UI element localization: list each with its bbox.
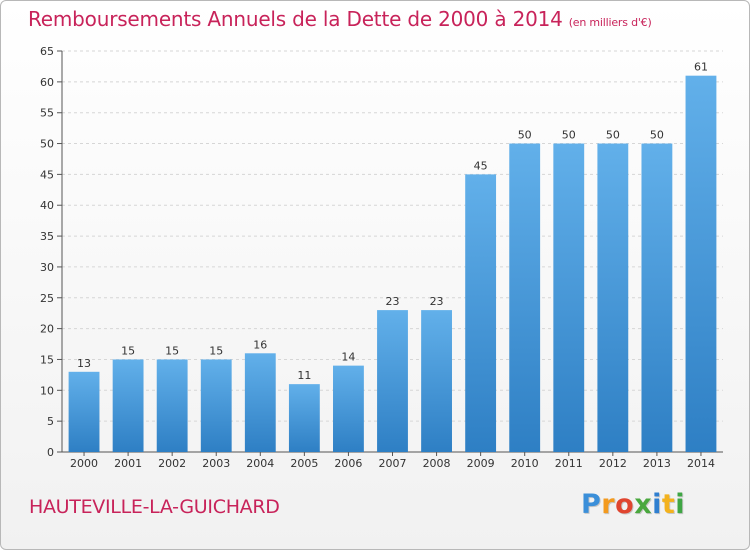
y-tick-label: 0	[47, 446, 54, 459]
logo-letter: i	[652, 489, 662, 520]
y-tick-label: 55	[40, 107, 54, 120]
bar-2002	[156, 359, 188, 452]
x-tick-label: 2003	[202, 457, 230, 470]
y-tick-label: 35	[40, 230, 54, 243]
bar-2010	[509, 143, 541, 453]
data-label: 23	[430, 295, 444, 308]
data-label: 23	[386, 295, 400, 308]
y-tick-label: 10	[40, 384, 54, 397]
bars	[68, 75, 717, 453]
data-label: 11	[297, 369, 311, 382]
bar-2006	[333, 365, 364, 452]
x-tick-label: 2001	[114, 457, 142, 470]
y-tick-label: 20	[40, 323, 54, 336]
data-label: 50	[606, 129, 620, 142]
data-label: 16	[253, 338, 267, 351]
y-tick-label: 50	[40, 138, 54, 151]
bar-2005	[288, 384, 320, 452]
chart-title: Remboursements Annuels de la Dette de 20…	[28, 7, 652, 31]
x-tick-label: 2013	[643, 457, 671, 470]
y-tick-label: 40	[40, 199, 54, 212]
commune-name: HAUTEVILLE-LA-GUICHARD	[29, 496, 280, 518]
x-tick-label: 2014	[687, 457, 715, 470]
x-tick-label: 2005	[290, 457, 318, 470]
x-tick-label: 2006	[334, 457, 362, 470]
bar-2003	[200, 359, 232, 452]
y-tick-label: 5	[47, 415, 54, 428]
x-tick-label: 2012	[599, 457, 627, 470]
x-tick-label: 2004	[246, 457, 274, 470]
logo-letter: o	[615, 489, 635, 520]
chart-title-text: Remboursements Annuels de la Dette de 20…	[28, 7, 563, 31]
x-tick-label: 2011	[555, 457, 583, 470]
bar-2008	[421, 310, 452, 452]
bar-2000	[68, 371, 100, 452]
logo-letter: t	[661, 489, 676, 520]
data-label: 50	[650, 129, 664, 142]
logo-letter: P	[581, 489, 602, 520]
bar-2007	[377, 310, 408, 452]
data-labels: 13 15 15 15 16 11 14 23 23 45 50 50 50 50 61	[77, 61, 708, 382]
bar-2014	[685, 75, 717, 452]
bar-2004	[244, 353, 276, 452]
data-label: 15	[121, 344, 135, 357]
bar-2001	[112, 359, 144, 452]
bar-2011	[553, 143, 585, 453]
data-label: 15	[165, 344, 179, 357]
data-label: 14	[341, 351, 355, 364]
logo-letter: x	[634, 489, 653, 520]
y-tick-label: 65	[40, 45, 54, 58]
y-tick-label: 45	[40, 168, 54, 181]
unit-note: (en milliers d'€)	[568, 16, 652, 29]
data-label: 50	[518, 129, 532, 142]
bar-2013	[641, 143, 673, 453]
x-tick-label: 2007	[379, 457, 407, 470]
x-tick-label: 2002	[158, 457, 186, 470]
x-tick-label: 2010	[511, 457, 539, 470]
logo-letter: i	[675, 489, 686, 520]
bar-2009	[465, 174, 497, 452]
y-tick-label: 60	[40, 76, 54, 89]
bar-2012	[597, 143, 629, 453]
data-label: 13	[77, 357, 91, 370]
y-tick-label: 15	[40, 353, 54, 366]
x-tick-label: 2000	[70, 457, 98, 470]
y-tick-label: 30	[40, 261, 54, 274]
logo-letter: r	[601, 489, 616, 520]
x-tick-label: 2009	[467, 457, 495, 470]
data-label: 45	[474, 159, 488, 172]
x-tick-label: 2008	[423, 457, 451, 470]
data-label: 50	[562, 129, 576, 142]
data-label: 15	[209, 344, 223, 357]
data-label: 61	[694, 61, 708, 74]
proxiti-logo: Proxiti	[581, 489, 685, 520]
y-tick-label: 25	[40, 292, 54, 305]
